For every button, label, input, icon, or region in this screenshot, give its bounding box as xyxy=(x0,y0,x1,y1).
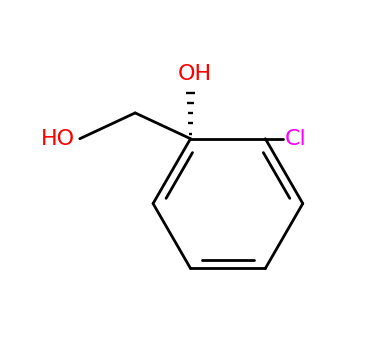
Text: OH: OH xyxy=(178,64,211,84)
Text: Cl: Cl xyxy=(285,129,307,149)
Text: HO: HO xyxy=(41,129,75,149)
